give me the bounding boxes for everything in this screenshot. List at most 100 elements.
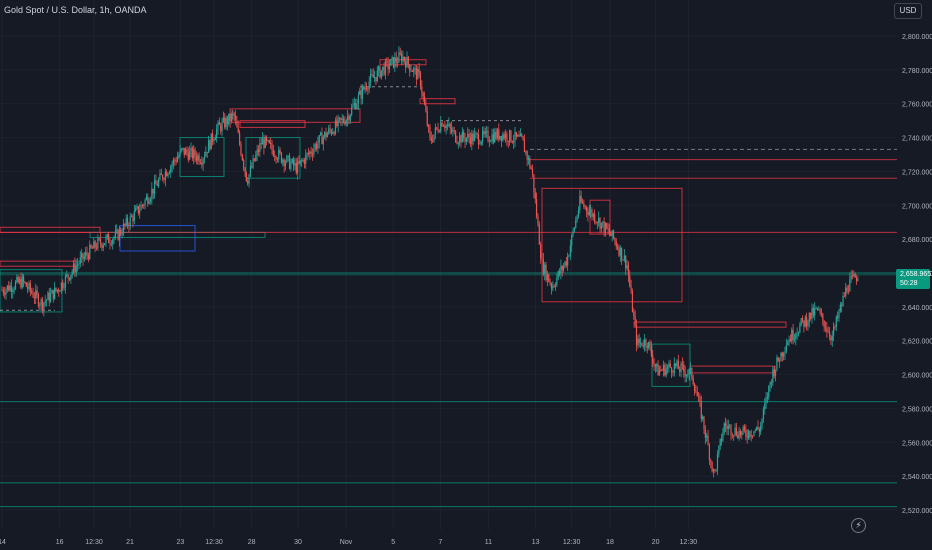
- candle-body: [712, 469, 715, 472]
- candle-body: [487, 130, 489, 141]
- candle-body: [392, 57, 395, 68]
- candle-body: [635, 324, 638, 346]
- candle-body: [356, 103, 358, 109]
- candle-body: [297, 161, 299, 174]
- candle-body: [391, 57, 393, 60]
- candle-body: [203, 156, 206, 160]
- candle-body: [5, 289, 7, 295]
- candle-body: [758, 429, 760, 432]
- candle-body: [468, 133, 470, 138]
- candle-body: [162, 175, 164, 180]
- time-tick-label: Nov: [340, 539, 353, 546]
- candle-body: [781, 352, 783, 357]
- candle-body: [514, 131, 516, 142]
- candle-body: [662, 364, 665, 371]
- candle-body: [554, 285, 557, 287]
- candle-body: [440, 122, 442, 132]
- candle-body: [704, 429, 706, 438]
- candle-body: [730, 425, 732, 435]
- candle-body: [409, 64, 411, 72]
- candle-body: [608, 229, 611, 234]
- candle-body: [835, 316, 837, 327]
- candle-body: [820, 312, 823, 314]
- candle-body: [806, 316, 808, 327]
- candles: [1, 46, 859, 478]
- candle-body: [32, 292, 34, 298]
- candle-body: [650, 346, 652, 356]
- candle-body: [39, 304, 41, 307]
- candle-body: [257, 149, 260, 153]
- candle-body: [509, 130, 511, 142]
- candle-body: [140, 204, 142, 211]
- candle-body: [110, 243, 112, 245]
- zone-box: [245, 137, 301, 179]
- candle-body: [266, 137, 268, 141]
- candle-body: [553, 286, 555, 288]
- candle-body: [141, 204, 143, 206]
- candle-body: [307, 153, 310, 155]
- candle-body: [399, 52, 401, 55]
- symbol-title: Gold Spot / U.S. Dollar, 1h, OANDA: [4, 5, 147, 15]
- candle-body: [60, 282, 62, 291]
- candle-body: [187, 152, 189, 160]
- candle-body: [838, 311, 840, 318]
- candle-body: [496, 129, 499, 139]
- candle-body: [368, 81, 370, 90]
- candle-body: [313, 148, 315, 155]
- candle-body: [818, 309, 820, 311]
- candle-body: [353, 103, 355, 106]
- candle-body: [685, 374, 688, 377]
- candle-body: [355, 103, 357, 109]
- bolt-icon[interactable]: ⚡: [851, 518, 866, 533]
- price-tick-label: 2,800.000: [902, 34, 932, 41]
- candle-body: [256, 149, 258, 156]
- candle-body: [379, 66, 381, 78]
- candle-body: [309, 151, 311, 155]
- candle-body: [287, 155, 289, 157]
- candle-body: [315, 144, 318, 149]
- candle-body: [306, 153, 308, 155]
- zone-box: [633, 321, 787, 328]
- candle-body: [396, 62, 399, 64]
- candle-body: [237, 127, 239, 133]
- candle-body: [226, 117, 229, 125]
- candle-body: [679, 369, 681, 372]
- candle-body: [206, 151, 208, 153]
- currency-button[interactable]: USD: [894, 3, 922, 19]
- candle-body: [171, 164, 173, 167]
- candle-body: [450, 127, 453, 132]
- candle-body: [48, 292, 50, 302]
- candle-body: [36, 290, 38, 295]
- candle-body: [85, 252, 87, 257]
- candle-body: [442, 126, 445, 127]
- candle-body: [577, 210, 580, 217]
- candle-body: [248, 174, 250, 184]
- candle-body: [448, 123, 450, 126]
- candle-body: [50, 293, 52, 302]
- candle-body: [465, 137, 467, 142]
- candle-body: [131, 216, 133, 218]
- candle-body: [692, 377, 694, 385]
- grid-lines: [0, 0, 897, 530]
- candle-body: [112, 239, 114, 245]
- candle-body: [179, 149, 181, 156]
- candle-body: [726, 426, 728, 429]
- candle-body: [629, 275, 631, 287]
- zone-box: [541, 187, 683, 303]
- candle-body: [800, 318, 802, 325]
- candle-body: [164, 171, 166, 180]
- candle-body: [338, 117, 341, 119]
- last-price-badge: 2,658.965 50:28: [896, 269, 931, 289]
- bar-countdown: 50:28: [900, 280, 918, 287]
- time-axis[interactable]: 14 16 12:30 21 23 12:30 28 30 Nov 5 7 11 13 12:30 18 20…: [0, 530, 932, 550]
- candle-body: [739, 430, 742, 436]
- candle-body: [407, 56, 409, 65]
- candle-body: [546, 274, 548, 281]
- candle-body: [375, 77, 377, 82]
- candle-body: [41, 299, 44, 310]
- candle-body: [67, 274, 69, 278]
- candle-body: [619, 247, 621, 256]
- candle-body: [143, 205, 145, 207]
- candle-body: [386, 61, 388, 62]
